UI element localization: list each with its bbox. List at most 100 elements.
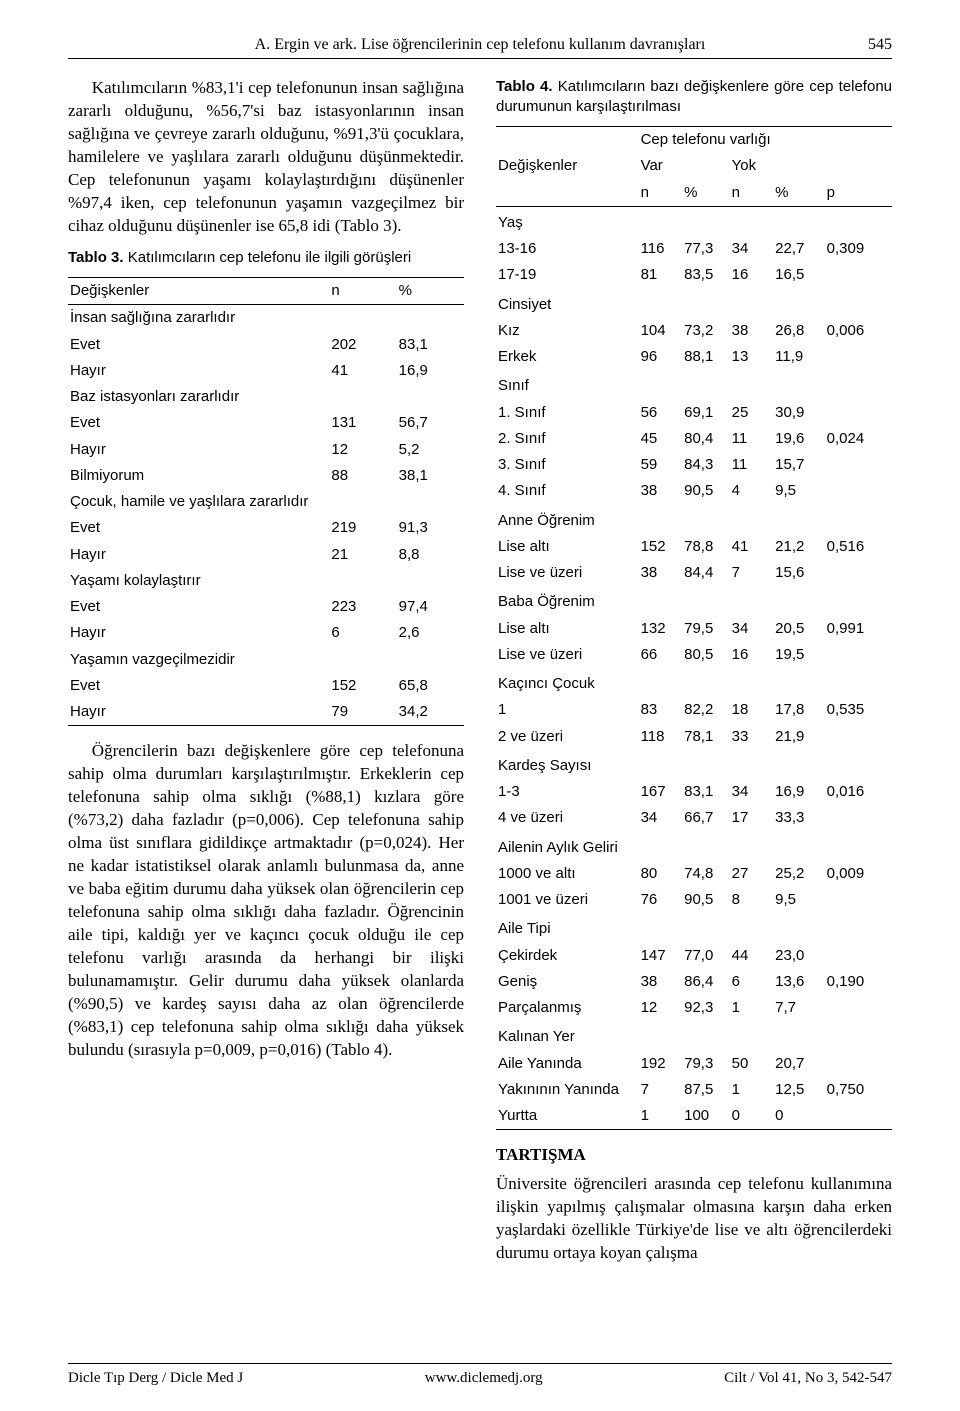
table-cell: 88 — [329, 463, 396, 489]
table4-group-label: Yaş — [496, 206, 892, 236]
table-row: İnsan sağlığına zararlıdır — [68, 305, 464, 332]
table-row: 17-198183,51616,5 — [496, 262, 892, 288]
table-cell: 59 — [639, 452, 683, 478]
table-row: 1-316783,13416,90,016 — [496, 779, 892, 805]
table-cell — [825, 452, 892, 478]
table-cell: 12 — [639, 995, 683, 1021]
table-row: Baz istasyonları zararlıdır — [68, 384, 464, 410]
table-cell — [825, 344, 892, 370]
table4-head-p: p — [825, 180, 892, 207]
table-row: n % n % p — [496, 180, 892, 207]
table-cell: 19,5 — [773, 642, 824, 668]
table-row: Değişkenler n % — [68, 278, 464, 305]
table-row: Bilmiyorum8838,1 — [68, 463, 464, 489]
two-columns: Katılımcıların %83,1'i cep telefonunun i… — [68, 77, 892, 1275]
table-cell: 84,3 — [682, 452, 730, 478]
footer: Dicle Tıp Derg / Dicle Med J www.dicleme… — [68, 1363, 892, 1387]
table-row: Lise altı13279,53420,50,991 — [496, 616, 892, 642]
table-cell: 0,535 — [825, 697, 892, 723]
table-cell: 16,9 — [773, 779, 824, 805]
table-cell: 1 — [730, 1077, 774, 1103]
table4-spanner: Cep telefonu varlığı — [639, 127, 825, 154]
table-row: Evet22397,4 — [68, 594, 464, 620]
table3-head-pct: % — [397, 278, 464, 305]
table-row: Yurtta110000 — [496, 1103, 892, 1130]
table-cell: Evet — [68, 332, 329, 358]
table-cell — [825, 943, 892, 969]
table-cell — [825, 1051, 892, 1077]
table-cell: 118 — [639, 724, 683, 750]
table-cell: 9,5 — [773, 887, 824, 913]
table-cell: 0 — [730, 1103, 774, 1130]
table-cell: Evet — [68, 673, 329, 699]
table-cell: 81 — [639, 262, 683, 288]
table4-head-var-yes: Var — [639, 153, 730, 179]
table-cell: 88,1 — [682, 344, 730, 370]
table-cell: 50 — [730, 1051, 774, 1077]
table3-group-label: Baz istasyonları zararlıdır — [68, 384, 464, 410]
table-cell: Parçalanmış — [496, 995, 639, 1021]
table-cell: 219 — [329, 515, 396, 541]
table3-group-label: Çocuk, hamile ve yaşlılara zararlıdır — [68, 489, 464, 515]
table-row: Erkek9688,11311,9 — [496, 344, 892, 370]
table-row: Aile Yanında19279,35020,7 — [496, 1051, 892, 1077]
table-cell: 2 ve üzeri — [496, 724, 639, 750]
body-paragraph: Üniversite öğrencileri arasında cep tele… — [496, 1173, 892, 1265]
running-head: A. Ergin ve ark. Lise öğrencilerinin cep… — [68, 36, 892, 54]
table-row: Evet21991,3 — [68, 515, 464, 541]
table-cell: 152 — [639, 534, 683, 560]
table-cell: 1-3 — [496, 779, 639, 805]
table-cell: 0 — [773, 1103, 824, 1130]
page: A. Ergin ve ark. Lise öğrencilerinin cep… — [0, 0, 960, 1411]
table-cell: 0,006 — [825, 318, 892, 344]
table-cell: 12 — [329, 437, 396, 463]
table-cell: 38 — [730, 318, 774, 344]
table-row: Ailenin Aylık Geliri — [496, 832, 892, 861]
table-cell: 20,7 — [773, 1051, 824, 1077]
table-cell: 34 — [730, 236, 774, 262]
table-cell: 5,2 — [397, 437, 464, 463]
table-cell: 4. Sınıf — [496, 478, 639, 504]
table-cell: 6 — [730, 969, 774, 995]
table4-group-label: Baba Öğrenim — [496, 586, 892, 615]
table-cell: 90,5 — [682, 887, 730, 913]
table4-head-var-no: Yok — [730, 153, 825, 179]
table-cell: 16,9 — [397, 358, 464, 384]
table-row: Hayır218,8 — [68, 542, 464, 568]
table-cell: Aile Yanında — [496, 1051, 639, 1077]
table-row: Cep telefonu varlığı — [496, 127, 892, 154]
table-cell: 66,7 — [682, 805, 730, 831]
table-row: Hayır125,2 — [68, 437, 464, 463]
table-cell: Bilmiyorum — [68, 463, 329, 489]
table-row: 3. Sınıf5984,31115,7 — [496, 452, 892, 478]
table-cell: 0,190 — [825, 969, 892, 995]
table-cell: 116 — [639, 236, 683, 262]
table-cell: 38 — [639, 969, 683, 995]
table-cell — [825, 478, 892, 504]
table-cell — [825, 400, 892, 426]
table-cell: 97,4 — [397, 594, 464, 620]
table-row: Yaş — [496, 206, 892, 236]
table4-head-pct: % — [773, 180, 824, 207]
table-cell: 74,8 — [682, 861, 730, 887]
table-cell: 167 — [639, 779, 683, 805]
table3-caption-text: Katılımcıların cep telefonu ile ilgili g… — [124, 249, 412, 266]
table-cell: 73,2 — [682, 318, 730, 344]
table-cell: 4 — [730, 478, 774, 504]
table-row: Cinsiyet — [496, 289, 892, 318]
table-row: Anne Öğrenim — [496, 505, 892, 534]
footer-left: Dicle Tıp Derg / Dicle Med J — [68, 1370, 243, 1387]
table4-group-label: Anne Öğrenim — [496, 505, 892, 534]
table-cell: 21,9 — [773, 724, 824, 750]
table3-head-n: n — [329, 278, 396, 305]
right-column: Tablo 4. Katılımcıların bazı değişkenler… — [496, 77, 892, 1275]
table-cell: 83,1 — [682, 779, 730, 805]
table3-head-var: Değişkenler — [68, 278, 329, 305]
table-row: Parçalanmış1292,317,7 — [496, 995, 892, 1021]
table-row: Çocuk, hamile ve yaşlılara zararlıdır — [68, 489, 464, 515]
table-cell: Lise ve üzeri — [496, 560, 639, 586]
table4-head-var: Değişkenler — [496, 153, 639, 179]
table-row: 4. Sınıf3890,549,5 — [496, 478, 892, 504]
table-cell: Evet — [68, 515, 329, 541]
table-row: Kardeş Sayısı — [496, 750, 892, 779]
